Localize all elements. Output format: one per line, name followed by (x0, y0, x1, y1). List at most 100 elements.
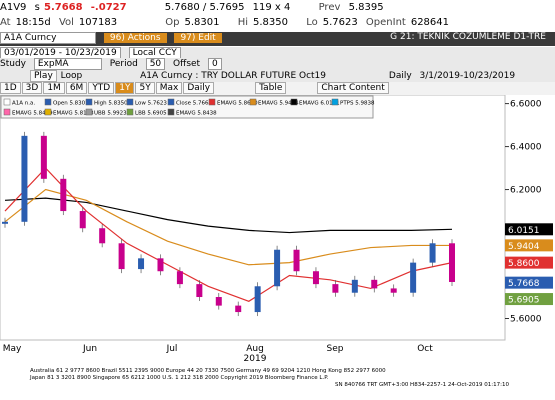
y-tick-label: 5.6000 (510, 315, 542, 325)
price-tag (505, 293, 553, 306)
range-button[interactable]: 3D (21, 82, 43, 94)
legend-entry: High 5.8350 (94, 101, 128, 107)
candle-body (176, 271, 183, 285)
legend-entry: EMAVG 6.0151 (299, 101, 340, 107)
range-button[interactable]: 6M (65, 82, 88, 94)
range-button[interactable]: YTD (88, 82, 115, 94)
last: 5.7668 (44, 2, 83, 13)
bid-ask: 5.7680 / 5.7695 (164, 2, 245, 13)
price-tag (505, 223, 553, 236)
page-title: G 21: TEKNIK COZUMLEME D1-TRE (390, 32, 546, 42)
candle-body (40, 135, 47, 179)
legend-swatch (126, 98, 134, 106)
candle-body (254, 286, 261, 313)
actions-menu[interactable]: 96) Actions (103, 33, 167, 43)
footer-line: Japan 81 3 3201 8900 Singapore 65 6212 1… (29, 375, 329, 381)
legend-entry: EMAVG 5.8193 (53, 111, 94, 117)
value: 107183 (78, 17, 118, 28)
edit-menu[interactable]: 97) Edit (174, 33, 222, 43)
chart: A1A n.a. Open 5.8301 High 5.8350 Low 5.7623… (0, 95, 553, 388)
legend-swatch (85, 108, 93, 116)
legend-entry: PTPS 5.9838 (340, 101, 375, 107)
range-button[interactable]: 1M (43, 82, 65, 94)
y-tick-label: 6.6000 (510, 100, 542, 110)
date-range[interactable]: 03/01/2019 - 10/23/2019 (0, 47, 121, 58)
legend-swatch (126, 108, 134, 116)
range-button[interactable]: Chart Content (317, 82, 389, 94)
legend-entry: EMAVG 5.8449 (12, 111, 53, 117)
range-button[interactable]: Table (255, 82, 287, 94)
range-button[interactable]: 5Y (135, 82, 155, 94)
legend-swatch (44, 108, 52, 116)
label: Hi (237, 17, 249, 28)
candle-body (235, 305, 242, 313)
stats-row: At 18:15d Vol 107183 Op 5.8301 Hi 5.8350 Lo 5… (0, 17, 555, 31)
moving-average-line (4, 197, 453, 234)
candle-body (138, 258, 145, 270)
y-tick-label: 6.2000 (510, 186, 542, 196)
y-tick-label: 6.4000 (510, 143, 542, 153)
candle-body (293, 249, 300, 272)
price-tag (505, 276, 553, 289)
range-button[interactable]: 1D (0, 82, 21, 94)
legend-entry: Low 5.7623 (135, 101, 167, 107)
period-input[interactable]: 50 (145, 58, 166, 70)
legend-entry: EMAVG 5.8600 (217, 101, 258, 107)
candle-body (118, 243, 125, 270)
footer-line: SN 840766 TRT GMT+3:00 H834-2257-1 24-Oc… (335, 382, 509, 388)
quote-row: A1V9 s 5.7668 -.0727 5.7680 / 5.7695 119… (0, 2, 555, 16)
play-row: Play Loop A1A Curncy : TRY DOLLAR FUTURE… (0, 70, 555, 82)
toolbar: A1A Curncy 96) Actions 97) Edit G 21: TE… (0, 32, 555, 46)
label: OpenInt (365, 17, 406, 28)
label: Vol (58, 17, 74, 28)
ticker: A1V9 (0, 2, 27, 13)
loop-checkbox[interactable]: Loop (60, 71, 83, 81)
offset-input[interactable]: 0 (207, 58, 222, 70)
price-tag (505, 256, 553, 269)
moving-average-line (4, 188, 452, 266)
candle-body (215, 297, 222, 306)
prev: 5.8395 (348, 2, 384, 13)
x-tick-label: Aug (246, 344, 264, 354)
price-tag-label: 5.7668 (508, 279, 540, 289)
play-button[interactable]: Play (30, 70, 57, 82)
candle-body (2, 221, 8, 224)
plot-area (0, 95, 506, 341)
moving-average-line (4, 167, 453, 302)
value: 18:15d (15, 17, 51, 28)
price-tag-label: 5.9404 (508, 242, 540, 252)
candle-body (60, 178, 67, 212)
candle-body (351, 279, 358, 293)
label: Offset (173, 59, 201, 69)
legend-swatch (290, 98, 298, 106)
button-row: 1D 3D 1M 6M YTD 1Y 5Y Max Daily Table Chart Conten… (0, 82, 555, 95)
price-tag-label: 6.0151 (508, 226, 540, 236)
range-button[interactable]: Daily (183, 82, 215, 94)
flag: s (34, 2, 40, 13)
value: 5.7623 (322, 17, 358, 28)
study-select[interactable]: ExpMA (33, 58, 102, 70)
legend-swatch (3, 98, 11, 106)
legend-entry: Open 5.8301 (53, 101, 89, 107)
candle-body (429, 243, 436, 263)
legend-entry: EMAVG 5.9404 (258, 101, 299, 107)
legend-swatch (44, 98, 52, 106)
legend-entry: A1A n.a. (12, 101, 35, 107)
legend-entry: Close 5.7668 (176, 101, 212, 107)
label: Study (0, 59, 26, 69)
security-input[interactable]: A1A Curncy (0, 32, 96, 44)
x-tick-label: Jun (82, 344, 97, 354)
study-row: Study ExpMA Period 50 Offset 0 (0, 58, 555, 70)
range-button[interactable]: 1Y (115, 82, 135, 94)
range-row: 03/01/2019 - 10/23/2019 Local CCY (0, 47, 555, 58)
value: 5.8350 (253, 17, 289, 28)
range-button[interactable]: Max (155, 82, 183, 94)
x-tick-label: Oct (417, 344, 433, 354)
legend-entry: UBB 5.9923 (94, 111, 127, 117)
candle-body (196, 284, 203, 298)
label: At (0, 17, 11, 28)
legend-swatch (331, 98, 339, 106)
currency[interactable]: Local CCY (128, 47, 181, 58)
legend-swatch (249, 98, 257, 106)
